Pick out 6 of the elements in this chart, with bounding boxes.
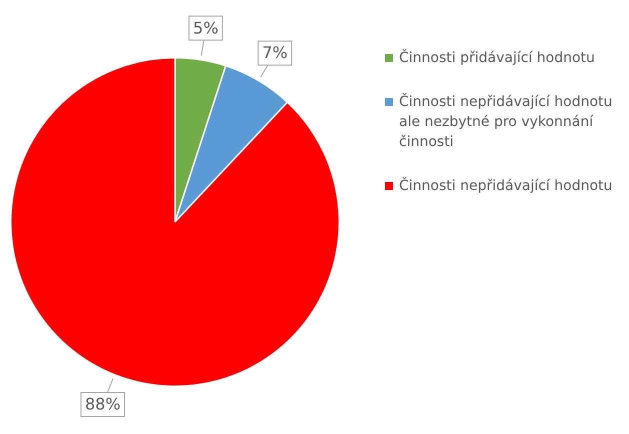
legend-label: Činnosti nepřidávající hodnotu [399, 176, 612, 196]
legend-label: Činnosti přidávající hodnotu [399, 48, 595, 68]
data-label: 7% [262, 43, 288, 62]
data-label: 88% [84, 394, 121, 414]
legend-label: Činnosti nepřidávající hodnotu ale nezbytné pro vykonnání činnosti [399, 92, 614, 152]
data-label: 5% [193, 18, 218, 38]
